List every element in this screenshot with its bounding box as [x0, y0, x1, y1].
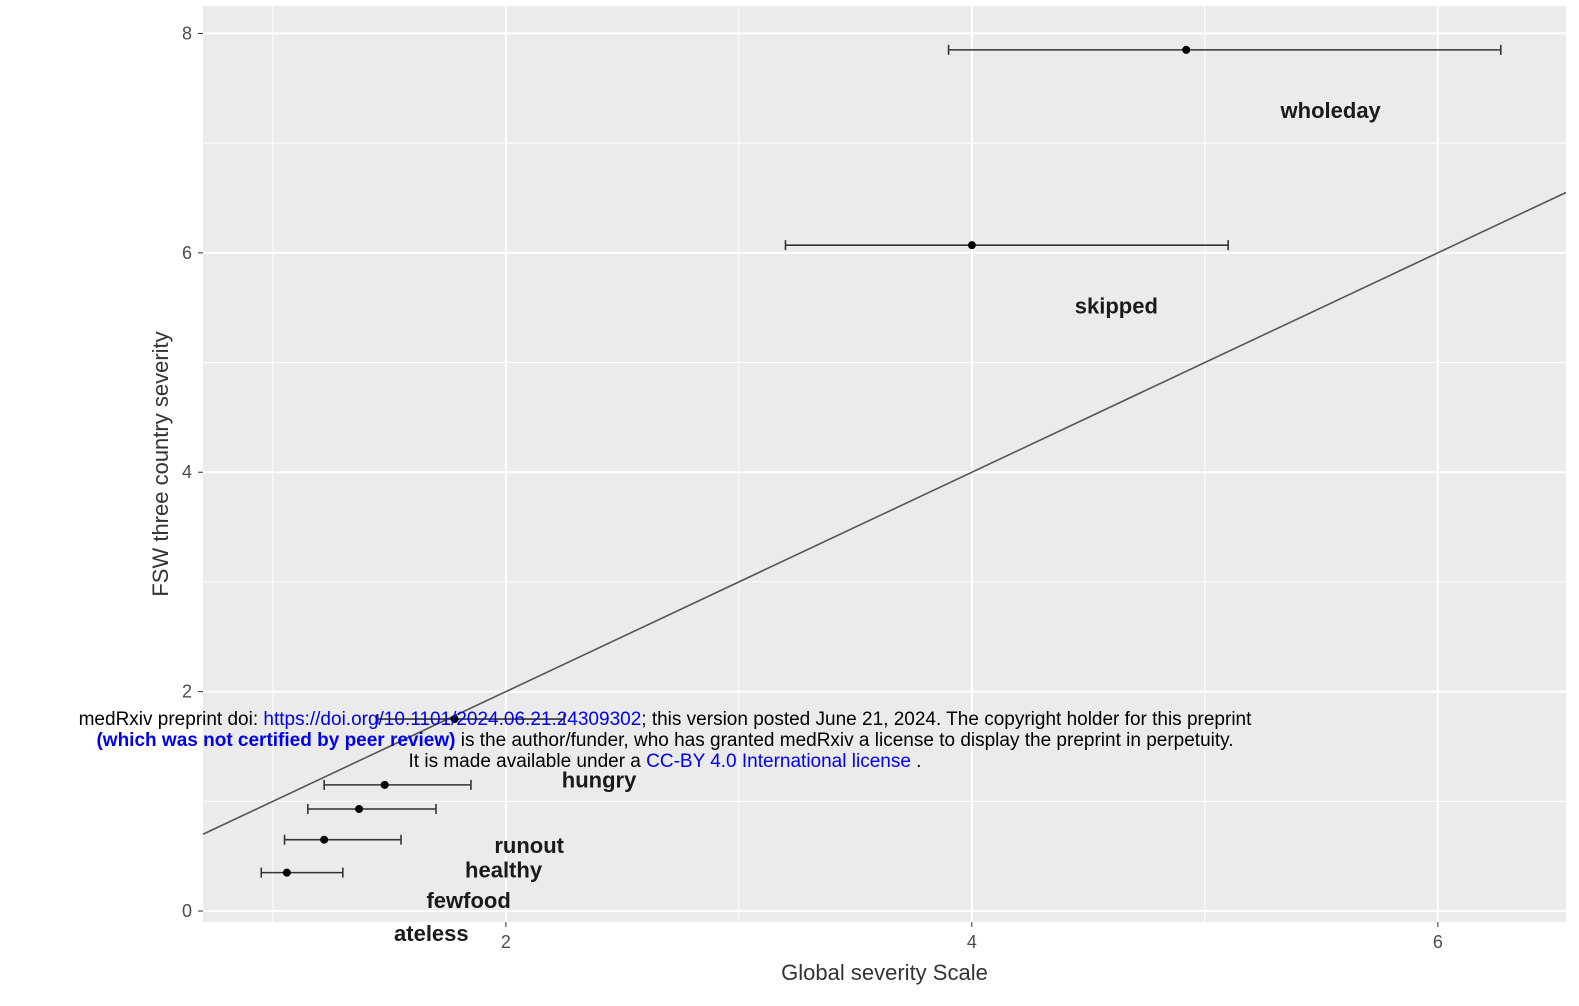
y-tick-label: 2: [182, 682, 192, 702]
point-label: skipped: [1075, 293, 1158, 318]
doi-link[interactable]: https://doi.org/10.1101/2024.06.21.24309…: [263, 709, 642, 730]
reference-line-group: [202, 191, 1567, 835]
point-label: hungry: [562, 767, 637, 792]
x-tick-label: 2: [501, 932, 511, 952]
y-tick-label: 0: [182, 901, 192, 921]
axis-ticks: 2 4 6 0 2 4 6 8: [182, 23, 1443, 952]
y-axis-title: FSW three country severity: [148, 331, 173, 596]
preprint-notice-line2: (which was not certified by peer review)…: [0, 730, 1330, 752]
notice-available-suffix: .: [910, 751, 922, 772]
data-point: [380, 780, 389, 789]
x-tick-label: 4: [967, 932, 977, 952]
preprint-notice-line3: It is made available under a CC-BY 4.0 I…: [0, 751, 1330, 773]
error-bars: [260, 44, 1502, 878]
plot-panel: [203, 6, 1566, 922]
x-axis-title: Global severity Scale: [781, 960, 988, 985]
data-point: [355, 805, 364, 814]
point-label: fewfood: [426, 888, 510, 913]
y-tick-label: 6: [182, 243, 192, 263]
x-tick-label: 6: [1433, 932, 1443, 952]
point-label: healthy: [465, 857, 543, 882]
y-tick-label: 8: [182, 23, 192, 43]
point-label: ateless: [394, 921, 469, 946]
reference-line: [202, 191, 1567, 835]
data-point: [967, 241, 976, 250]
notice-license-text: is the author/funder, who has granted me…: [455, 730, 1234, 751]
data-point: [282, 868, 291, 877]
notice-available-prefix: It is made available under a: [408, 751, 647, 772]
data-point: [450, 715, 459, 724]
point-label: wholeday: [1280, 98, 1382, 123]
notice-version-text: ; this version posted June 21, 2024. The…: [641, 709, 1252, 730]
data-points: [282, 45, 1191, 877]
data-point: [320, 835, 329, 844]
grid-lines: [203, 6, 1566, 922]
point-label: runout: [494, 833, 564, 858]
data-point: [1182, 45, 1191, 54]
notice-peer-review: (which was not certified by peer review): [96, 730, 456, 751]
notice-doi-prefix: medRxiv preprint doi:: [78, 709, 264, 730]
y-tick-label: 4: [182, 462, 192, 482]
license-link[interactable]: CC-BY 4.0 International license: [646, 751, 911, 772]
preprint-notice-line1: medRxiv preprint doi: https://doi.org/10…: [0, 709, 1330, 731]
